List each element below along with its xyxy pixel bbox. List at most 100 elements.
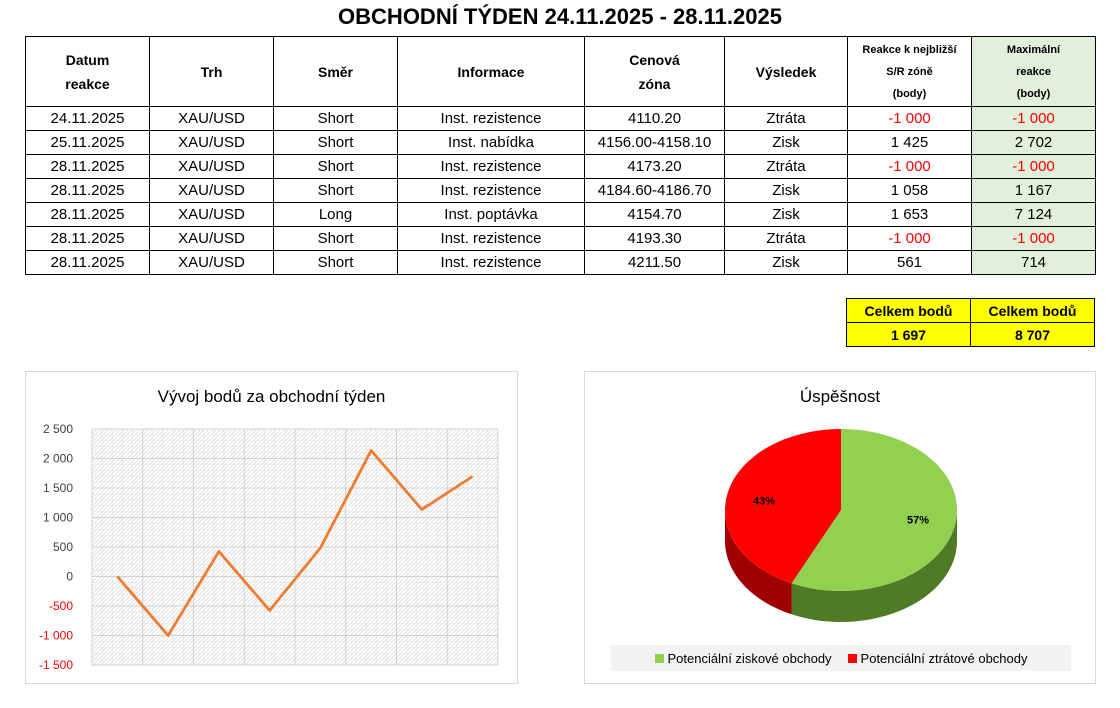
header-date: Datum reakce (25, 36, 150, 107)
cell-direction: Short (273, 178, 398, 203)
totals-reaction-label: Celkem bodů (846, 298, 971, 323)
legend-swatch-loss (847, 653, 857, 663)
cell-market: XAU/USD (149, 130, 274, 155)
cell-reaction: 1 653 (847, 202, 972, 227)
cell-market: XAU/USD (149, 178, 274, 203)
pie-chart-panel: Úspěšnost 57% 43% Potenciální ziskové obc… (584, 371, 1096, 684)
cell-date: 24.11.2025 (25, 106, 150, 131)
cell-max-reaction: 2 702 (971, 130, 1096, 155)
totals-max-label: Celkem bodů (970, 298, 1095, 323)
header-info: Informace (397, 36, 585, 107)
legend-item-profit: Potenciální ziskové obchody (654, 650, 832, 666)
cell-zone: 4110.20 (584, 106, 725, 131)
cell-market: XAU/USD (149, 106, 274, 131)
y-tick-label: 2 500 (43, 422, 73, 436)
cell-max-reaction: -1 000 (971, 154, 1096, 179)
cell-market: XAU/USD (149, 226, 274, 251)
y-tick-label: 500 (53, 540, 73, 554)
table-row: 25.11.2025 XAU/USD Short Inst. nabídka 4156.… (25, 130, 1096, 155)
cell-result: Ztráta (724, 154, 848, 179)
cell-market: XAU/USD (149, 202, 274, 227)
header-max-reaction: Maximální reakce (body) (971, 36, 1096, 107)
pie-label-loss: 43% (753, 495, 775, 507)
cell-zone: 4173.20 (584, 154, 725, 179)
trades-table: Datum reakce Trh Směr Informace Cenová zón… (25, 36, 1096, 275)
cell-zone: 4154.70 (584, 202, 725, 227)
cell-direction: Short (273, 154, 398, 179)
cell-result: Zisk (724, 202, 848, 227)
page-title: OBCHODNÍ TÝDEN 24.11.2025 - 28.11.2025 (338, 4, 782, 29)
cell-result: Ztráta (724, 226, 848, 251)
y-tick-label: 1 000 (43, 511, 73, 525)
cell-reaction: 1 425 (847, 130, 972, 155)
cell-direction: Short (273, 250, 398, 275)
y-tick-label: -1 500 (39, 658, 73, 672)
cell-zone: 4156.00-4158.10 (584, 130, 725, 155)
cell-reaction: 561 (847, 250, 972, 275)
cell-reaction: -1 000 (847, 226, 972, 251)
table-row: 28.11.2025 XAU/USD Long Inst. poptávka 4154.… (25, 202, 1096, 227)
cell-zone: 4184.60-4186.70 (584, 178, 725, 203)
pie-slice-loss (725, 429, 841, 584)
table-row: 28.11.2025 XAU/USD Short Inst. rezistence 41… (25, 178, 1096, 203)
cell-result: Zisk (724, 130, 848, 155)
cell-reaction: -1 000 (847, 106, 972, 131)
totals-max-value: 8 707 (970, 322, 1095, 347)
cell-date: 28.11.2025 (25, 226, 150, 251)
pie-slice-profit (791, 429, 957, 591)
y-tick-label: -1 000 (39, 629, 73, 643)
cell-date: 25.11.2025 (25, 130, 150, 155)
y-tick-label: 2 000 (43, 452, 73, 466)
cell-reaction: -1 000 (847, 154, 972, 179)
table-row: 28.11.2025 XAU/USD Short Inst. rezistence 41… (25, 154, 1096, 179)
cell-date: 28.11.2025 (25, 178, 150, 203)
cell-date: 28.11.2025 (25, 154, 150, 179)
cell-max-reaction: 1 167 (971, 178, 1096, 203)
cell-info: Inst. rezistence (397, 106, 585, 131)
cell-info: Inst. poptávka (397, 202, 585, 227)
cell-zone: 4211.50 (584, 250, 725, 275)
cell-direction: Long (273, 202, 398, 227)
cell-info: Inst. nabídka (397, 130, 585, 155)
pie-chart-title: Úspěšnost (799, 387, 881, 406)
series-line (116, 449, 474, 637)
header-market: Trh (149, 36, 274, 107)
header-reaction: Reakce k nejbližší S/R zóně (body) (847, 36, 972, 107)
cell-info: Inst. rezistence (397, 250, 585, 275)
totals-table: Celkem bodů Celkem bodů 1 697 8 707 (846, 298, 1095, 347)
cell-market: XAU/USD (149, 250, 274, 275)
cell-max-reaction: -1 000 (971, 226, 1096, 251)
cell-max-reaction: 7 124 (971, 202, 1096, 227)
cell-date: 28.11.2025 (25, 202, 150, 227)
pie-chart: 57% 43% (725, 429, 957, 622)
legend-item-loss: Potenciální ztrátové obchody (847, 650, 1028, 666)
y-tick-label: 0 (66, 570, 73, 584)
pie-legend: Potenciální ziskové obchody Potenciální … (611, 645, 1071, 671)
pie-side-loss (725, 510, 792, 615)
table-row: 28.11.2025 XAU/USD Short Inst. rezistence 42… (25, 250, 1096, 275)
legend-label-loss: Potenciální ztrátové obchody (860, 650, 1028, 666)
cell-direction: Short (273, 106, 398, 131)
cell-date: 28.11.2025 (25, 250, 150, 275)
header-result: Výsledek (724, 36, 848, 107)
totals-reaction-value: 1 697 (846, 322, 971, 347)
legend-swatch-profit (654, 653, 664, 663)
cell-info: Inst. rezistence (397, 226, 585, 251)
y-tick-label: 1 500 (43, 481, 73, 495)
cell-max-reaction: 714 (971, 250, 1096, 275)
header-zone: Cenová zóna (584, 36, 725, 107)
legend-label-profit: Potenciální ziskové obchody (667, 650, 832, 666)
cell-max-reaction: -1 000 (971, 106, 1096, 131)
table-header-row: Datum reakce Trh Směr Informace Cenová zón… (25, 36, 1096, 107)
cell-reaction: 1 058 (847, 178, 972, 203)
line-chart-title: Vývoj bodů za obchodní týden (157, 387, 386, 406)
cell-zone: 4193.30 (584, 226, 725, 251)
pie-label-profit: 57% (907, 515, 929, 527)
line-chart: 2 500 2 000 1 500 1 000 500 0 -500 -1 000 -1 500 (39, 422, 499, 672)
y-tick-label: -500 (49, 599, 73, 613)
cell-result: Zisk (724, 250, 848, 275)
cell-market: XAU/USD (149, 154, 274, 179)
pie-side-profit (791, 510, 957, 622)
cell-info: Inst. rezistence (397, 154, 585, 179)
header-direction: Směr (273, 36, 398, 107)
